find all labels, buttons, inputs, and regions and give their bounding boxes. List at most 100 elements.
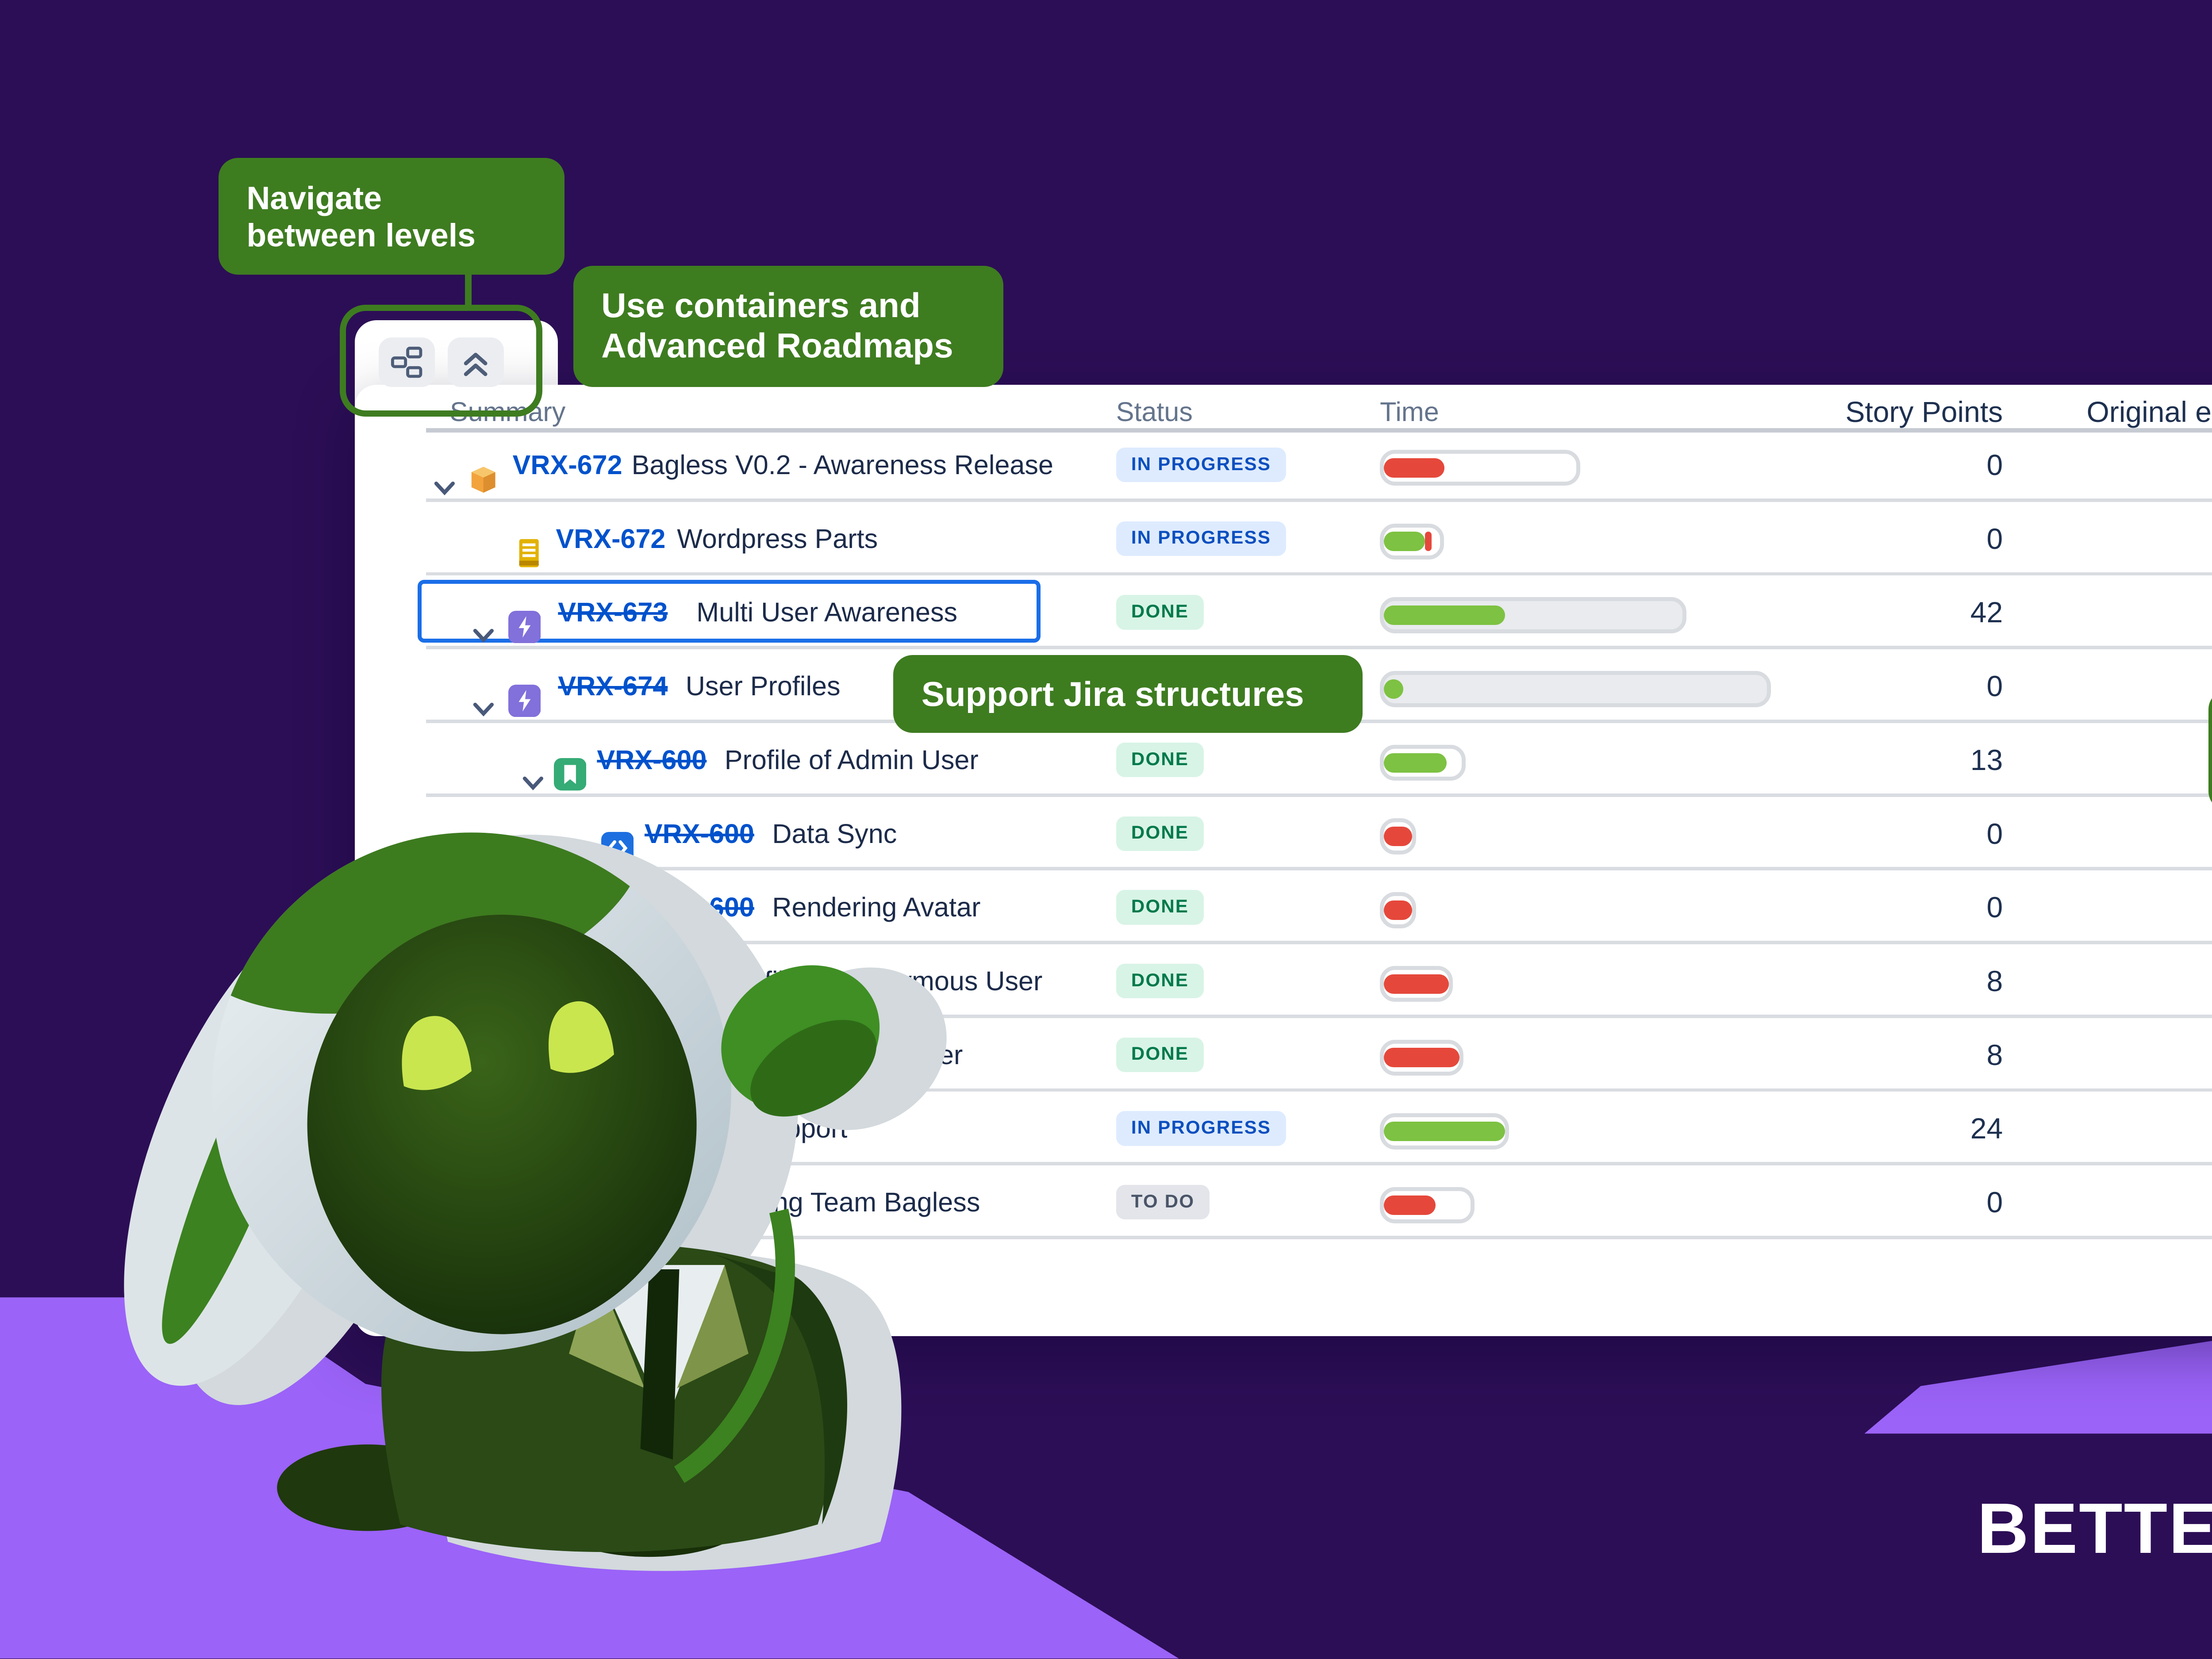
progress-pin [1462,1168,1477,1235]
robot-tie [640,1269,680,1460]
original-estimate-value: ∑150h [2003,575,2212,649]
story-points-value: 42 [1970,596,2003,629]
book-icon [519,539,539,567]
status-badge: IN PROGRESS [1116,448,1286,483]
story-icon [553,758,586,791]
chevron-down-icon[interactable] [472,624,495,648]
issue-summary: Wordpress Parts [677,523,878,554]
chevron-down-icon[interactable] [472,697,495,721]
original-estimate-value: 0h [2003,1165,2212,1239]
navigate-levels-button[interactable] [378,337,435,387]
status-badge: TO DO [1116,1185,1210,1220]
header-divider [426,428,2212,433]
callout-containers-line1: Use containers and [601,286,921,325]
table-row[interactable]: VRX-600Rendering AvatarDONE00h7h0h [355,870,2212,945]
story-points-value: 0 [1986,670,2003,703]
issue-key-link[interactable]: VRX-672 [556,523,666,554]
story-points-value: 0 [1986,891,2003,924]
callout-navigate-line2: between levels [246,217,476,253]
selected-row-outline [417,580,1041,643]
original-estimate-value: ∑26h [2003,502,2212,576]
issue-key-link[interactable]: VRX-674 [558,671,668,701]
callout-containers-line2: Advanced Roadmaps [601,326,953,365]
chevron-down-icon[interactable] [521,771,545,795]
original-estimate-value: 0h [2003,649,2212,723]
collapse-all-button[interactable] [448,337,504,387]
story-points-value: 13 [1970,743,2003,776]
col-header-summary[interactable]: Summary [449,396,566,427]
levels-icon [391,346,422,378]
callout-support: Support Jira structures [893,655,1363,733]
col-header-story-points[interactable]: Story Points [1845,395,2003,428]
status-badge: IN PROGRESS [1116,521,1286,556]
progress-bar [1380,1187,1475,1223]
original-estimate-value: 0h [2003,944,2212,1018]
progress-bar [1380,892,1416,928]
status-badge: DONE [1116,1037,1204,1072]
progress-bar [1380,1039,1464,1076]
robot-hand-shade [750,1019,876,1117]
story-points-value: 0 [1986,448,2003,481]
progress-pin [1581,430,1596,498]
progress-bar [1380,671,1771,707]
status-badge: DONE [1116,816,1204,851]
story-points-value: 8 [1986,1038,2003,1071]
story-points-value: 8 [1986,965,2003,998]
robot-lapel-right [677,1265,749,1388]
collapse-all-icon [464,352,488,376]
story-points-value: 0 [1986,817,2003,850]
release-icon [471,466,495,493]
robot-face [307,915,697,1334]
story-points-value: 0 [1986,1186,2003,1219]
callout-containers: Use containers and Advanced Roadmaps [573,266,1004,387]
chevron-down-icon[interactable] [433,476,457,500]
callout-support-text: Support Jira structures [921,674,1304,714]
issue-summary: Rendering Avatar [772,892,981,923]
status-badge: DONE [1116,742,1204,778]
original-estimate-value: 0h [2003,428,2212,502]
progress-pin [1667,578,1682,645]
progress-bar [1380,818,1416,854]
progress-bar [1380,1113,1509,1149]
table-row[interactable]: VRX-672 Bagless V0.2 - Awareness Release I… [355,428,2212,502]
epic-icon [508,610,541,644]
violet-stripe-shape [1864,1341,2212,1434]
progress-bar [1380,744,1466,781]
issue-summary: Multi User Awareness [696,597,958,628]
story-points-value: 24 [1970,1112,2003,1145]
col-header-status[interactable]: Status [1116,396,1193,427]
original-estimate-value: 0h [2003,797,2212,871]
issue-key-link[interactable]: VRX-600 [644,818,754,849]
progress-bar [1380,523,1444,560]
issue-summary: Bagless V0.2 - Awareness Release [631,450,1053,480]
issue-summary: Data Sync [772,818,897,849]
callout-summarize: Summarize different metrics [2208,690,2212,811]
robot-eyes [402,1001,614,1090]
callout-navigate: Navigate between levels [218,157,565,275]
issue-key-link[interactable]: VRX-672 [512,450,622,480]
epic-icon [508,684,541,717]
callout-connector-line [465,272,472,310]
robot-suit-shade [714,1254,847,1525]
robot-mascot [123,832,947,1571]
status-badge: DONE [1116,964,1204,999]
status-badge: DONE [1116,890,1204,925]
col-header-original-estimate[interactable]: Original estimate [2086,395,2212,428]
progress-pin [1497,1094,1512,1161]
original-estimate-value: ∑60h [2003,1092,2212,1165]
story-points-value: 0 [1986,522,2003,555]
issue-key-link[interactable]: VRX-673 [558,597,668,628]
issue-key-link[interactable]: VRX-600 [597,744,707,775]
col-header-time[interactable]: Time [1380,396,1439,427]
issue-summary: Profile of Admin User [724,744,979,775]
progress-bar [1380,597,1686,633]
original-estimate-value: 0h [2003,870,2212,944]
robot-back-stripe [674,1208,795,1483]
original-estimate-value: 0h [2003,1018,2212,1092]
issue-summary: User Profiles [685,671,841,701]
